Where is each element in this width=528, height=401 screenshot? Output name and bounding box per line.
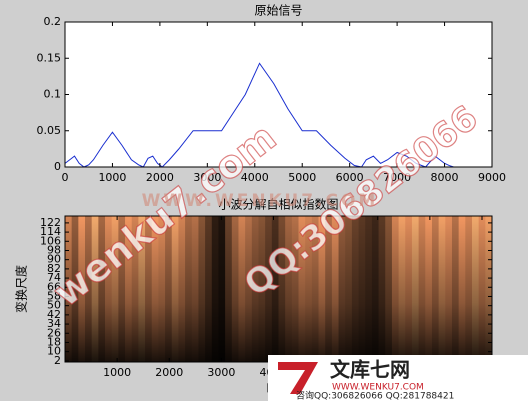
x-tick-label: 1000 [103,366,131,379]
y-tick-label: 0.2 [44,15,62,28]
y-tick-label: 34 [47,317,61,330]
x-tick-label: 3000 [207,366,235,379]
y-tick-label: 0.15 [37,51,62,64]
y-tick-label: 82 [47,262,61,275]
line-series [64,62,454,168]
plot-area [65,22,492,167]
y-tick-label: 0 [54,160,61,173]
y-tick-label: 50 [47,299,61,312]
y-tick-label: 18 [47,335,61,348]
x-tick-label: 9000 [478,171,506,184]
y-tick-label: 98 [47,243,61,256]
y-tick-label: 42 [47,308,61,321]
logo-url: WWW.WENKU7.COM [332,383,424,393]
y-tick-label: 2 [54,354,61,367]
y-tick-label: 106 [40,234,61,247]
x-tick-label: 7000 [383,171,411,184]
chart-title: 原始信号 [254,4,302,18]
shade-overlay [65,216,492,362]
y-tick-label: 114 [40,225,61,238]
watermark: WWW.WENKU7.COM [142,191,379,211]
x-tick-label: 3000 [193,171,221,184]
logo-text: 文库七网 [330,358,410,382]
y-tick-label: 10 [47,345,61,358]
y-tick-label: 0.1 [44,88,62,101]
axes-frame [64,21,493,168]
x-tick-label: 5000 [288,171,316,184]
chart-title: 小波分解自相似指数图 [218,197,338,212]
y-tick-label: 74 [47,271,61,284]
x-tick-label: 0 [62,171,69,184]
y-axis-label: 变换尺度 [14,265,29,313]
y-tick-label: 26 [47,326,61,339]
y-tick-label: 0.05 [37,124,62,137]
x-tick-label: 6000 [336,171,364,184]
y-tick-label: 122 [40,216,61,229]
x-tick-label: 2000 [146,171,174,184]
contact: 咨询QQ:306826066 QQ:281788421 [296,390,454,401]
y-tick-label: 58 [47,289,61,302]
logo-seven [278,362,318,394]
x-tick-label: 1000 [98,171,126,184]
y-tick-label: 90 [47,253,61,266]
y-tick-label: 66 [47,280,61,293]
x-tick-label: 8000 [431,171,459,184]
x-tick-label: 2000 [155,366,183,379]
x-tick-label: 4000 [241,171,269,184]
